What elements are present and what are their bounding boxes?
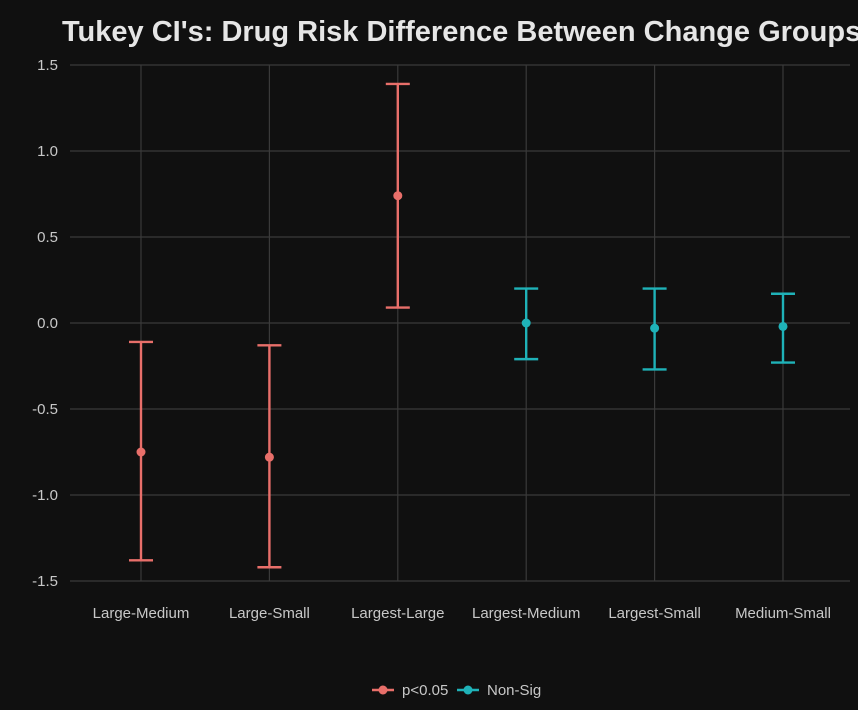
point-estimate bbox=[521, 318, 531, 328]
y-tick-label: 1.0 bbox=[37, 143, 58, 160]
chart-title: Tukey CI's: Drug Risk Difference Between… bbox=[62, 16, 858, 48]
y-tick-label: 0.0 bbox=[37, 315, 58, 332]
point-estimate bbox=[136, 447, 146, 457]
y-tick-label: -1.0 bbox=[32, 487, 58, 504]
y-tick-label: -0.5 bbox=[32, 401, 58, 418]
error-bars bbox=[129, 82, 795, 569]
y-tick-label: -1.5 bbox=[32, 573, 58, 590]
x-tick-label: Largest-Medium bbox=[472, 605, 580, 622]
x-tick-label: Largest-Large bbox=[351, 605, 444, 622]
point-estimate bbox=[264, 452, 274, 462]
legend-label: p<0.05 bbox=[402, 682, 448, 699]
legend: p<0.05 Non-Sig bbox=[372, 682, 541, 699]
x-tick-label: Large-Small bbox=[229, 605, 310, 622]
point-estimate bbox=[650, 323, 660, 333]
y-axis-ticks: 1.5 1.0 0.5 0.0 -0.5 -1.0 -1.5 bbox=[32, 57, 58, 590]
legend-label: Non-Sig bbox=[487, 682, 541, 699]
legend-key-point bbox=[463, 685, 473, 695]
point-estimate bbox=[393, 191, 403, 201]
legend-key-point bbox=[378, 685, 388, 695]
x-axis-ticks: Large-Medium Large-Small Largest-Large Larg… bbox=[93, 605, 831, 622]
x-tick-label: Large-Medium bbox=[93, 605, 190, 622]
point-estimate bbox=[778, 321, 788, 331]
y-tick-label: 1.5 bbox=[37, 57, 58, 74]
x-tick-label: Largest-Small bbox=[608, 605, 701, 622]
x-tick-label: Medium-Small bbox=[735, 605, 831, 622]
y-tick-label: 0.5 bbox=[37, 229, 58, 246]
